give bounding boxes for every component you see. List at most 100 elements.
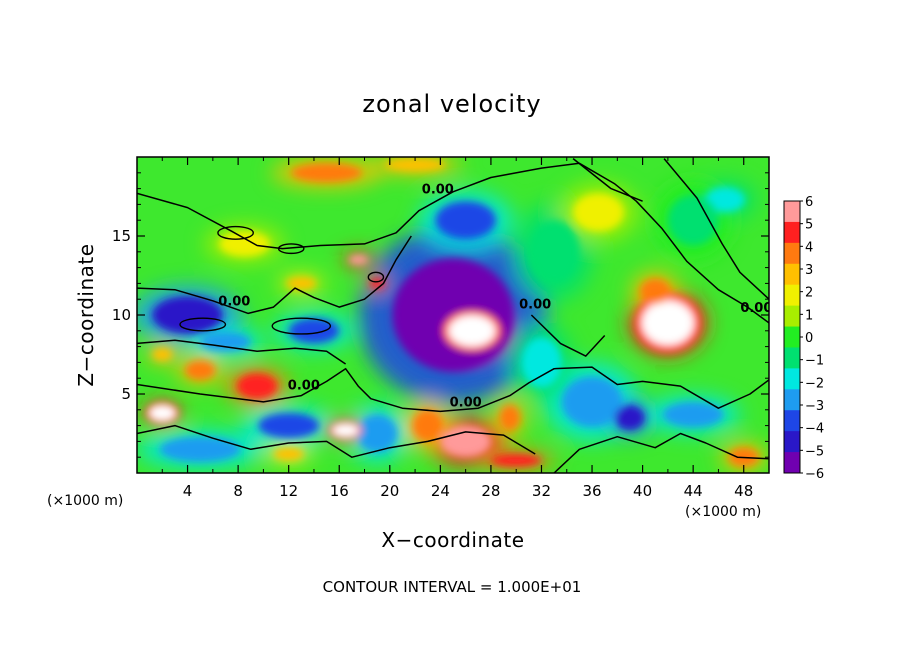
field-core bbox=[258, 412, 320, 439]
y-axis-ticks: 5 10 15 bbox=[112, 172, 769, 458]
x-tick-label: 16 bbox=[330, 482, 349, 500]
x-tick-label: 40 bbox=[633, 482, 652, 500]
y-tick-label: 10 bbox=[112, 306, 131, 324]
contour-label: 0.00 bbox=[519, 298, 551, 313]
field-core bbox=[200, 332, 251, 352]
colorbar-band bbox=[784, 452, 800, 474]
colorbar-label: −3 bbox=[805, 399, 824, 414]
field-core bbox=[642, 301, 694, 345]
contour-interval-footer: CONTOUR INTERVAL = 1.000E+01 bbox=[323, 578, 582, 596]
colorbar-label: 6 bbox=[805, 195, 813, 210]
zero-contour-island bbox=[277, 243, 305, 255]
x-tick-label: 28 bbox=[481, 482, 500, 500]
colorbar-label: −1 bbox=[805, 354, 824, 369]
colorbar-band bbox=[784, 431, 800, 453]
contour-label: 0.00 bbox=[218, 295, 250, 310]
chart-title: zonal velocity bbox=[362, 90, 541, 118]
x-tick-label: 8 bbox=[233, 482, 243, 500]
colorbar-label: 2 bbox=[805, 286, 813, 301]
contour-label: 0.00 bbox=[422, 182, 454, 197]
colorbar-label: −5 bbox=[805, 444, 824, 459]
field-core bbox=[288, 318, 340, 344]
colorbar-band bbox=[784, 201, 800, 223]
zero-contour-island bbox=[271, 317, 332, 335]
field-core bbox=[490, 454, 542, 467]
field-core bbox=[219, 231, 270, 257]
field-core bbox=[273, 447, 304, 461]
plot-area: 0.00 0.00 0.00 0.00 0.00 0.00 bbox=[137, 157, 772, 473]
zero-contour-line bbox=[137, 235, 412, 315]
colorbar-label: 3 bbox=[805, 263, 813, 278]
x-unit-right: (×1000 m) bbox=[685, 504, 761, 520]
contour-labels: 0.00 0.00 0.00 0.00 0.00 0.00 bbox=[218, 182, 772, 411]
x-tick-label: 36 bbox=[582, 482, 601, 500]
field-core bbox=[614, 405, 646, 431]
field-core bbox=[149, 405, 175, 421]
colorbar-label: −6 bbox=[805, 467, 824, 482]
colorbar-label: −4 bbox=[805, 422, 824, 437]
zero-contour-line bbox=[137, 424, 536, 458]
field-core bbox=[499, 405, 520, 431]
field-core bbox=[667, 194, 719, 246]
field-core bbox=[561, 376, 623, 428]
field-core bbox=[236, 373, 278, 399]
field-core bbox=[440, 425, 491, 458]
x-unit-left: (×1000 m) bbox=[47, 493, 123, 509]
x-tick-label: 4 bbox=[183, 482, 193, 500]
field-core bbox=[449, 315, 495, 346]
colorbar-band bbox=[784, 410, 800, 432]
field-core bbox=[662, 401, 724, 428]
zero-contour-line bbox=[530, 314, 606, 357]
field-core bbox=[356, 414, 398, 453]
x-axis-ticks: 4 8 12 16 20 24 28 32 36 40 44 48 bbox=[161, 157, 753, 500]
x-tick-label: 20 bbox=[380, 482, 399, 500]
colorbar-label: −2 bbox=[805, 376, 824, 391]
colorbar-label: 0 bbox=[805, 331, 813, 346]
field-core bbox=[521, 337, 562, 388]
colorbar-band bbox=[784, 305, 800, 328]
field-core bbox=[332, 424, 359, 437]
x-tick-label: 48 bbox=[734, 482, 753, 500]
colorbar-band bbox=[784, 284, 800, 307]
contour-label: 0.00 bbox=[288, 378, 320, 393]
x-tick-label: 44 bbox=[684, 482, 703, 500]
colorbar-band bbox=[784, 242, 800, 265]
contour-label: 0.00 bbox=[450, 396, 482, 411]
y-tick-label: 15 bbox=[112, 227, 131, 245]
colorbar-label: 5 bbox=[805, 218, 813, 233]
field-core bbox=[291, 163, 362, 183]
y-axis-label: Z−coordinate bbox=[74, 243, 98, 386]
colorbar-label: 4 bbox=[805, 240, 813, 255]
field-core bbox=[152, 296, 223, 334]
field-core bbox=[159, 436, 241, 462]
contour-label: 0.00 bbox=[740, 301, 772, 316]
colorbar: 6 5 4 3 2 1 0 −1 −2 −3 −4 −5 −6 bbox=[783, 195, 824, 482]
field-core bbox=[384, 158, 446, 172]
field-core-layer bbox=[145, 158, 759, 467]
colorbar-band bbox=[784, 326, 800, 348]
zero-contours bbox=[137, 158, 769, 473]
colorbar-band bbox=[784, 263, 800, 286]
zero-contour-line bbox=[553, 432, 769, 473]
field-core bbox=[528, 220, 580, 284]
zero-contour-island bbox=[179, 317, 227, 332]
field-core bbox=[573, 193, 624, 232]
zero-contour-island bbox=[217, 225, 254, 240]
field-core bbox=[286, 277, 317, 290]
field-core bbox=[640, 278, 671, 304]
field-core bbox=[152, 348, 173, 361]
field-core bbox=[412, 409, 443, 442]
zero-contour-line bbox=[137, 162, 769, 324]
x-axis-label: X−coordinate bbox=[381, 528, 524, 552]
colorbar-band bbox=[784, 347, 800, 369]
field-core bbox=[185, 360, 216, 380]
field-core bbox=[435, 201, 496, 240]
colorbar-label: 1 bbox=[805, 308, 813, 323]
field-core bbox=[704, 187, 745, 213]
zero-contour-line bbox=[137, 366, 769, 413]
zero-contour-line bbox=[137, 339, 347, 365]
colorbar-band bbox=[784, 389, 800, 411]
x-tick-label: 32 bbox=[532, 482, 551, 500]
zero-contour-line bbox=[663, 158, 769, 300]
